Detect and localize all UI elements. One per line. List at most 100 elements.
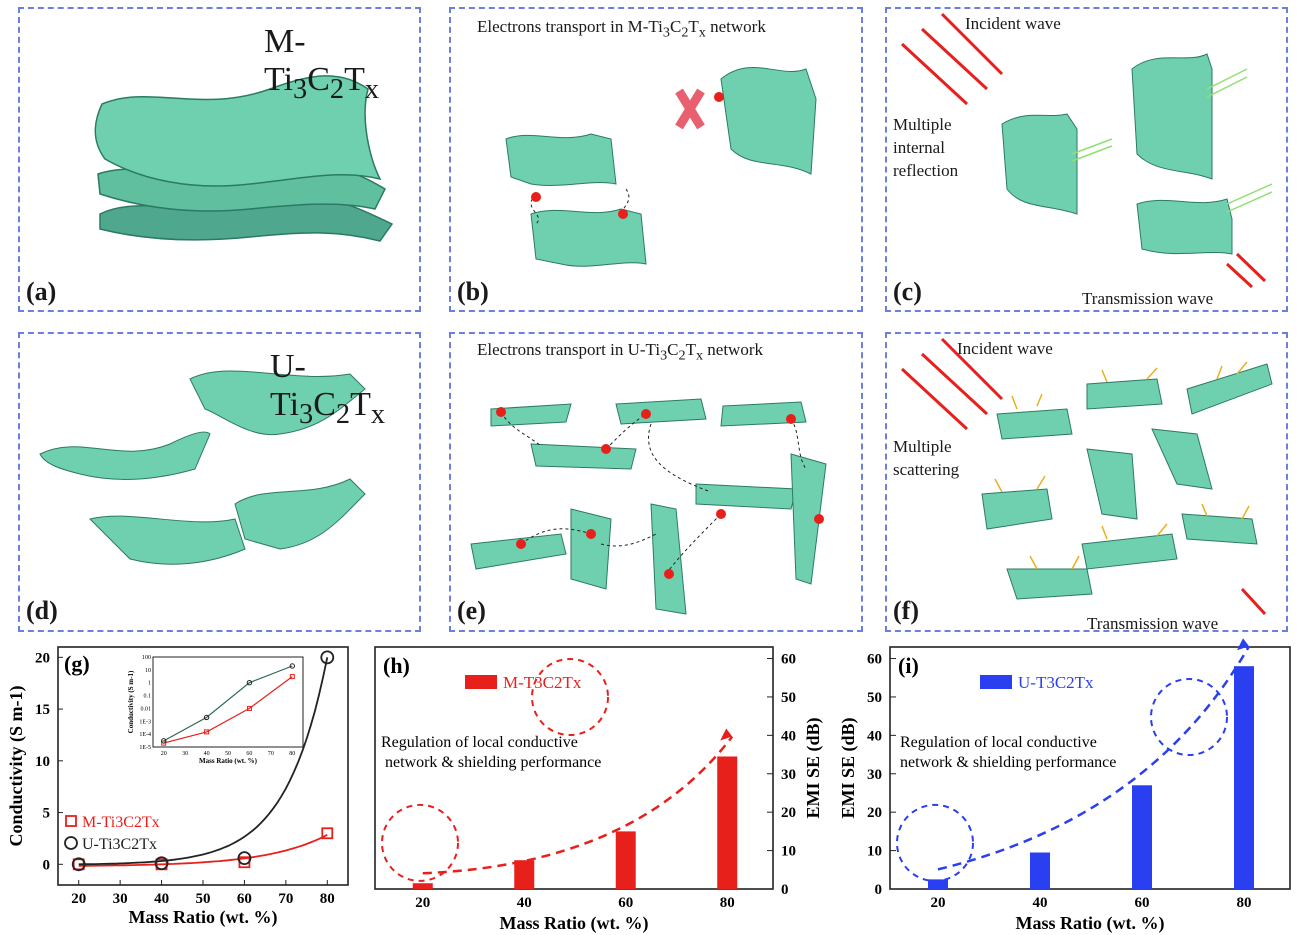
inset-y-tick: 0.01 bbox=[141, 706, 152, 712]
panel-a: M-Ti3C2Tx (a) bbox=[18, 7, 421, 312]
inset-x-tick: 70 bbox=[268, 751, 274, 757]
y-tick-label: 30 bbox=[867, 767, 882, 783]
legend-label: M-Ti3C2Tx bbox=[82, 814, 160, 831]
inset-point-u bbox=[203, 714, 210, 721]
panel-label: (i) bbox=[898, 653, 919, 678]
x-axis-label: Mass Ratio (wt. %) bbox=[1016, 913, 1165, 934]
data-point-u bbox=[320, 650, 335, 665]
inset-y-tick: 1E-3 bbox=[139, 719, 151, 725]
trend-arrowhead bbox=[720, 728, 733, 741]
panel-label-e: (e) bbox=[457, 596, 486, 625]
y-axis-label: EMI SE (dB) bbox=[838, 717, 859, 818]
bar-80 bbox=[1234, 666, 1254, 889]
y-axis-label: EMI SE (dB) bbox=[803, 717, 824, 818]
y-tick-label: 10 bbox=[867, 844, 882, 860]
inset-point-m bbox=[246, 705, 252, 711]
inset-line bbox=[163, 665, 293, 742]
internal-reflection-label: Multiple internal reflection bbox=[893, 115, 959, 180]
inset-point-m bbox=[289, 674, 295, 680]
inset-y-tick: 1E-4 bbox=[139, 732, 151, 738]
plot-frame bbox=[374, 646, 774, 890]
annotation-line-1: Regulation of local conductive bbox=[900, 734, 1097, 751]
y-tick-label: 10 bbox=[781, 844, 796, 860]
panel-d: U-Ti3C2Tx (d) bbox=[18, 332, 421, 632]
panel-label-b: (b) bbox=[457, 277, 489, 306]
annotation-line-2: network & shielding performance bbox=[900, 754, 1116, 771]
u-ti3c2tx-title: U-Ti3C2Tx bbox=[270, 348, 386, 430]
y-tick-label: 20 bbox=[35, 650, 50, 666]
bar-60 bbox=[1132, 785, 1152, 889]
panel-label-f: (f) bbox=[893, 596, 919, 625]
inset-y-tick: 1E-5 bbox=[139, 745, 151, 751]
reflection-illustration bbox=[900, 12, 1273, 289]
transmission-wave-label: Transmission wave bbox=[1082, 289, 1214, 308]
x-tick-label: 60 bbox=[1135, 895, 1150, 911]
multilayer-flake-illustration bbox=[94, 75, 394, 242]
x-axis-label: Mass Ratio (wt. %) bbox=[129, 907, 278, 928]
panel-label-a: (a) bbox=[26, 277, 57, 306]
bar-20 bbox=[928, 879, 948, 889]
fit-line-circle bbox=[78, 657, 329, 866]
x-tick-label: 60 bbox=[618, 895, 633, 911]
inset-circle-high bbox=[1150, 678, 1228, 756]
scattering-label: Multiple scattering bbox=[893, 437, 960, 479]
y-tick-label: 20 bbox=[781, 805, 796, 821]
inset-point-m bbox=[204, 729, 210, 735]
electron-transport-m-illustration bbox=[505, 66, 817, 267]
inset-circle-low bbox=[381, 803, 459, 882]
panel-label: (h) bbox=[383, 653, 410, 678]
incident-wave-label-f: Incident wave bbox=[957, 339, 1053, 358]
legend-label: M-T3C2Tx bbox=[503, 673, 582, 692]
y-tick-label: 50 bbox=[781, 690, 796, 706]
y-tick-label: 10 bbox=[35, 754, 50, 770]
inset-y-tick: 10 bbox=[145, 668, 151, 674]
x-tick-label: 20 bbox=[931, 895, 946, 911]
data-point-u bbox=[154, 856, 169, 871]
trend-arrowhead bbox=[1237, 638, 1249, 651]
fit-line-square bbox=[78, 833, 328, 867]
bar-20 bbox=[412, 883, 433, 889]
data-point-u bbox=[71, 857, 86, 872]
electron-transport-u-illustration bbox=[470, 398, 827, 615]
inset-circle-low bbox=[896, 803, 974, 882]
inset-circle-high bbox=[531, 658, 609, 736]
x-tick-label: 60 bbox=[237, 891, 252, 907]
x-tick-label: 70 bbox=[278, 891, 293, 907]
y-tick-label: 60 bbox=[781, 652, 796, 668]
x-tick-label: 20 bbox=[415, 895, 430, 911]
panel-e-title: Electrons transport in U-Ti3C2Tx network bbox=[477, 340, 763, 364]
inset-point-u bbox=[246, 680, 253, 686]
legend-swatch bbox=[465, 675, 497, 689]
bar-60 bbox=[615, 831, 636, 889]
bar-80 bbox=[717, 756, 738, 889]
x-tick-label: 50 bbox=[196, 891, 211, 907]
panel-label-g: (g) bbox=[64, 651, 90, 676]
inset-x-tick: 50 bbox=[225, 751, 231, 757]
trend-arrow bbox=[422, 735, 734, 875]
incident-wave-label: Incident wave bbox=[965, 14, 1061, 33]
y-tick-label: 40 bbox=[867, 728, 882, 744]
x-tick-label: 80 bbox=[1237, 895, 1252, 911]
panel-b-title: Electrons transport in M-Ti3C2Tx network bbox=[477, 17, 766, 41]
y-axis-label: Conductivity (S m-1) bbox=[6, 685, 27, 846]
x-tick-label: 40 bbox=[1033, 895, 1048, 911]
inset-y-tick: 0.1 bbox=[144, 694, 152, 700]
panel-label-d: (d) bbox=[26, 596, 58, 625]
x-tick-label: 40 bbox=[517, 895, 532, 911]
scattering-illustration bbox=[900, 337, 1273, 616]
legend-label: U-Ti3C2Tx bbox=[82, 836, 157, 853]
inset-x-tick: 80 bbox=[289, 751, 295, 757]
annotation-line-1: Regulation of local conductive bbox=[381, 734, 578, 751]
m-ti3c2tx-title: M-Ti3C2Tx bbox=[264, 23, 380, 105]
inset-line bbox=[163, 676, 293, 744]
data-point-m bbox=[321, 827, 334, 840]
panel-label-c: (c) bbox=[893, 277, 922, 306]
bar-40 bbox=[1030, 852, 1050, 889]
y-tick-label: 5 bbox=[43, 806, 51, 822]
x-tick-label: 20 bbox=[71, 891, 86, 907]
panel-f: Incident wave Multiple scattering Transmi… bbox=[885, 332, 1288, 633]
inset-y-tick: 1 bbox=[148, 681, 151, 687]
inset-x-label: Mass Ratio (wt. %) bbox=[199, 757, 258, 765]
y-tick-label: 20 bbox=[867, 805, 882, 821]
bar-40 bbox=[514, 860, 535, 889]
